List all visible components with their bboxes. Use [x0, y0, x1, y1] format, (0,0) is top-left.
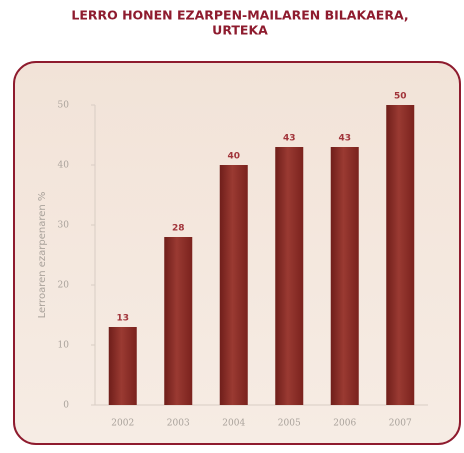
- data-label: 13: [116, 314, 129, 324]
- y-tick-label: 30: [58, 221, 70, 231]
- y-axis-label: Lerroaren ezarpenaren %: [37, 192, 48, 319]
- y-tick-label: 0: [63, 401, 69, 411]
- x-tick-label: 2005: [278, 419, 301, 429]
- x-tick-label: 2003: [167, 419, 190, 429]
- x-tick-label: 2002: [111, 419, 134, 429]
- chart-title: URTEKA: [212, 23, 268, 38]
- bar: [108, 327, 137, 405]
- data-label: 28: [172, 224, 185, 234]
- bar: [164, 237, 193, 405]
- bar: [275, 147, 304, 405]
- x-tick-label: 2007: [389, 419, 412, 429]
- bar: [219, 165, 248, 405]
- data-label: 40: [227, 152, 240, 162]
- bar: [330, 147, 359, 405]
- chart-title: LERRO HONEN EZARPEN-MAILAREN BILAKAERA,: [71, 8, 408, 23]
- y-tick-label: 10: [58, 341, 70, 351]
- y-tick-label: 50: [58, 101, 70, 111]
- data-label: 50: [394, 92, 407, 102]
- data-label: 43: [338, 134, 351, 144]
- bar: [386, 105, 415, 405]
- x-tick-label: 2004: [222, 419, 245, 429]
- data-label: 43: [283, 134, 296, 144]
- y-tick-label: 20: [58, 281, 70, 291]
- x-tick-label: 2006: [333, 419, 356, 429]
- y-tick-label: 40: [58, 161, 70, 171]
